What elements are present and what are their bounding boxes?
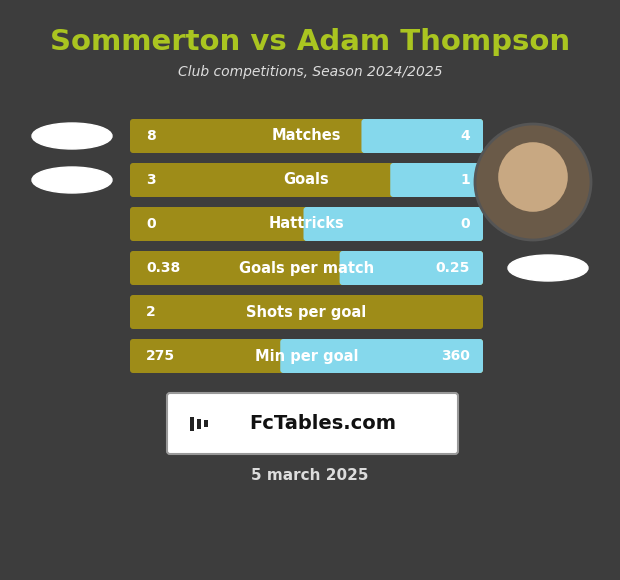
Text: 0: 0 [146, 217, 156, 231]
FancyBboxPatch shape [167, 393, 458, 454]
Text: FcTables.com: FcTables.com [249, 414, 396, 433]
Text: 360: 360 [441, 349, 470, 363]
Text: Goals: Goals [283, 172, 329, 187]
FancyBboxPatch shape [204, 420, 208, 427]
FancyBboxPatch shape [361, 119, 483, 153]
Text: 2: 2 [146, 305, 156, 319]
FancyBboxPatch shape [130, 163, 483, 197]
Text: Min per goal: Min per goal [255, 349, 358, 364]
Circle shape [498, 142, 568, 212]
Text: 3: 3 [146, 173, 156, 187]
Text: Shots per goal: Shots per goal [246, 304, 366, 320]
Text: 4: 4 [460, 129, 470, 143]
Text: Goals per match: Goals per match [239, 260, 374, 276]
FancyBboxPatch shape [130, 295, 483, 329]
Text: Hattricks: Hattricks [268, 216, 344, 231]
Text: 275: 275 [146, 349, 175, 363]
FancyBboxPatch shape [190, 416, 194, 430]
Text: 1: 1 [460, 173, 470, 187]
Text: 0.38: 0.38 [146, 261, 180, 275]
Text: 8: 8 [146, 129, 156, 143]
Text: Club competitions, Season 2024/2025: Club competitions, Season 2024/2025 [178, 65, 442, 79]
Text: Matches: Matches [272, 129, 341, 143]
Ellipse shape [32, 167, 112, 193]
FancyBboxPatch shape [130, 119, 483, 153]
Text: 0.25: 0.25 [436, 261, 470, 275]
FancyBboxPatch shape [340, 251, 483, 285]
Circle shape [475, 124, 591, 240]
FancyBboxPatch shape [280, 339, 483, 373]
FancyBboxPatch shape [304, 207, 483, 241]
Ellipse shape [32, 123, 112, 149]
FancyBboxPatch shape [130, 207, 483, 241]
Text: 5 march 2025: 5 march 2025 [251, 467, 369, 483]
Ellipse shape [508, 255, 588, 281]
FancyBboxPatch shape [130, 251, 483, 285]
FancyBboxPatch shape [390, 163, 483, 197]
Text: 0: 0 [461, 217, 470, 231]
Text: Sommerton vs Adam Thompson: Sommerton vs Adam Thompson [50, 28, 570, 56]
FancyBboxPatch shape [130, 339, 483, 373]
FancyBboxPatch shape [197, 419, 201, 429]
